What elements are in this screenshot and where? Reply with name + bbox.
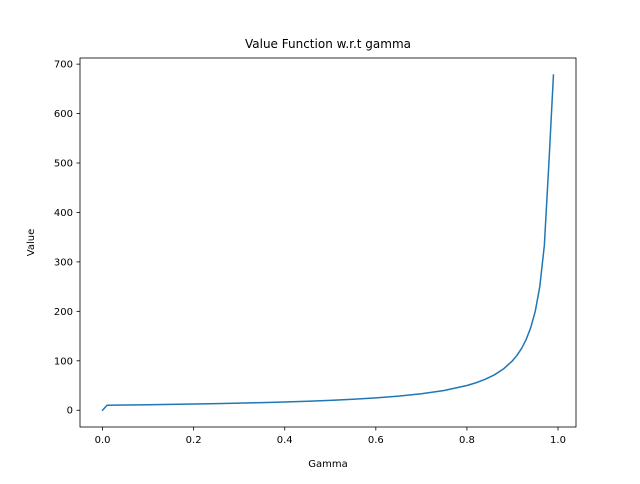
plot-area <box>101 74 555 412</box>
y-tick-label: 0 <box>67 406 73 417</box>
y-tick-label: 500 <box>54 159 73 170</box>
x-tick-label: 0.2 <box>186 435 202 446</box>
y-tick-label: 100 <box>54 356 73 367</box>
x-tick-label: 0.8 <box>459 435 475 446</box>
x-tick-label: 1.0 <box>550 435 566 446</box>
value-series-line <box>101 74 555 412</box>
y-axis-label: Value <box>26 229 37 256</box>
y-tick-label: 300 <box>54 257 73 268</box>
chart-title: Value Function w.r.t gamma <box>245 37 411 51</box>
y-tick-label: 200 <box>54 307 73 318</box>
x-axis-label: Gamma <box>308 459 348 470</box>
x-tick-label: 0.6 <box>368 435 384 446</box>
x-axis-ticks: 0.0 0.2 0.4 0.6 0.8 1.0 <box>95 427 566 446</box>
x-tick-label: 0.4 <box>277 435 293 446</box>
y-axis-ticks: 0 100 200 300 400 500 600 700 <box>54 60 80 417</box>
y-tick-label: 700 <box>54 60 73 71</box>
y-tick-label: 600 <box>54 109 73 120</box>
y-tick-label: 400 <box>54 208 73 219</box>
axes-frame <box>79 57 577 428</box>
x-tick-label: 0.0 <box>95 435 111 446</box>
